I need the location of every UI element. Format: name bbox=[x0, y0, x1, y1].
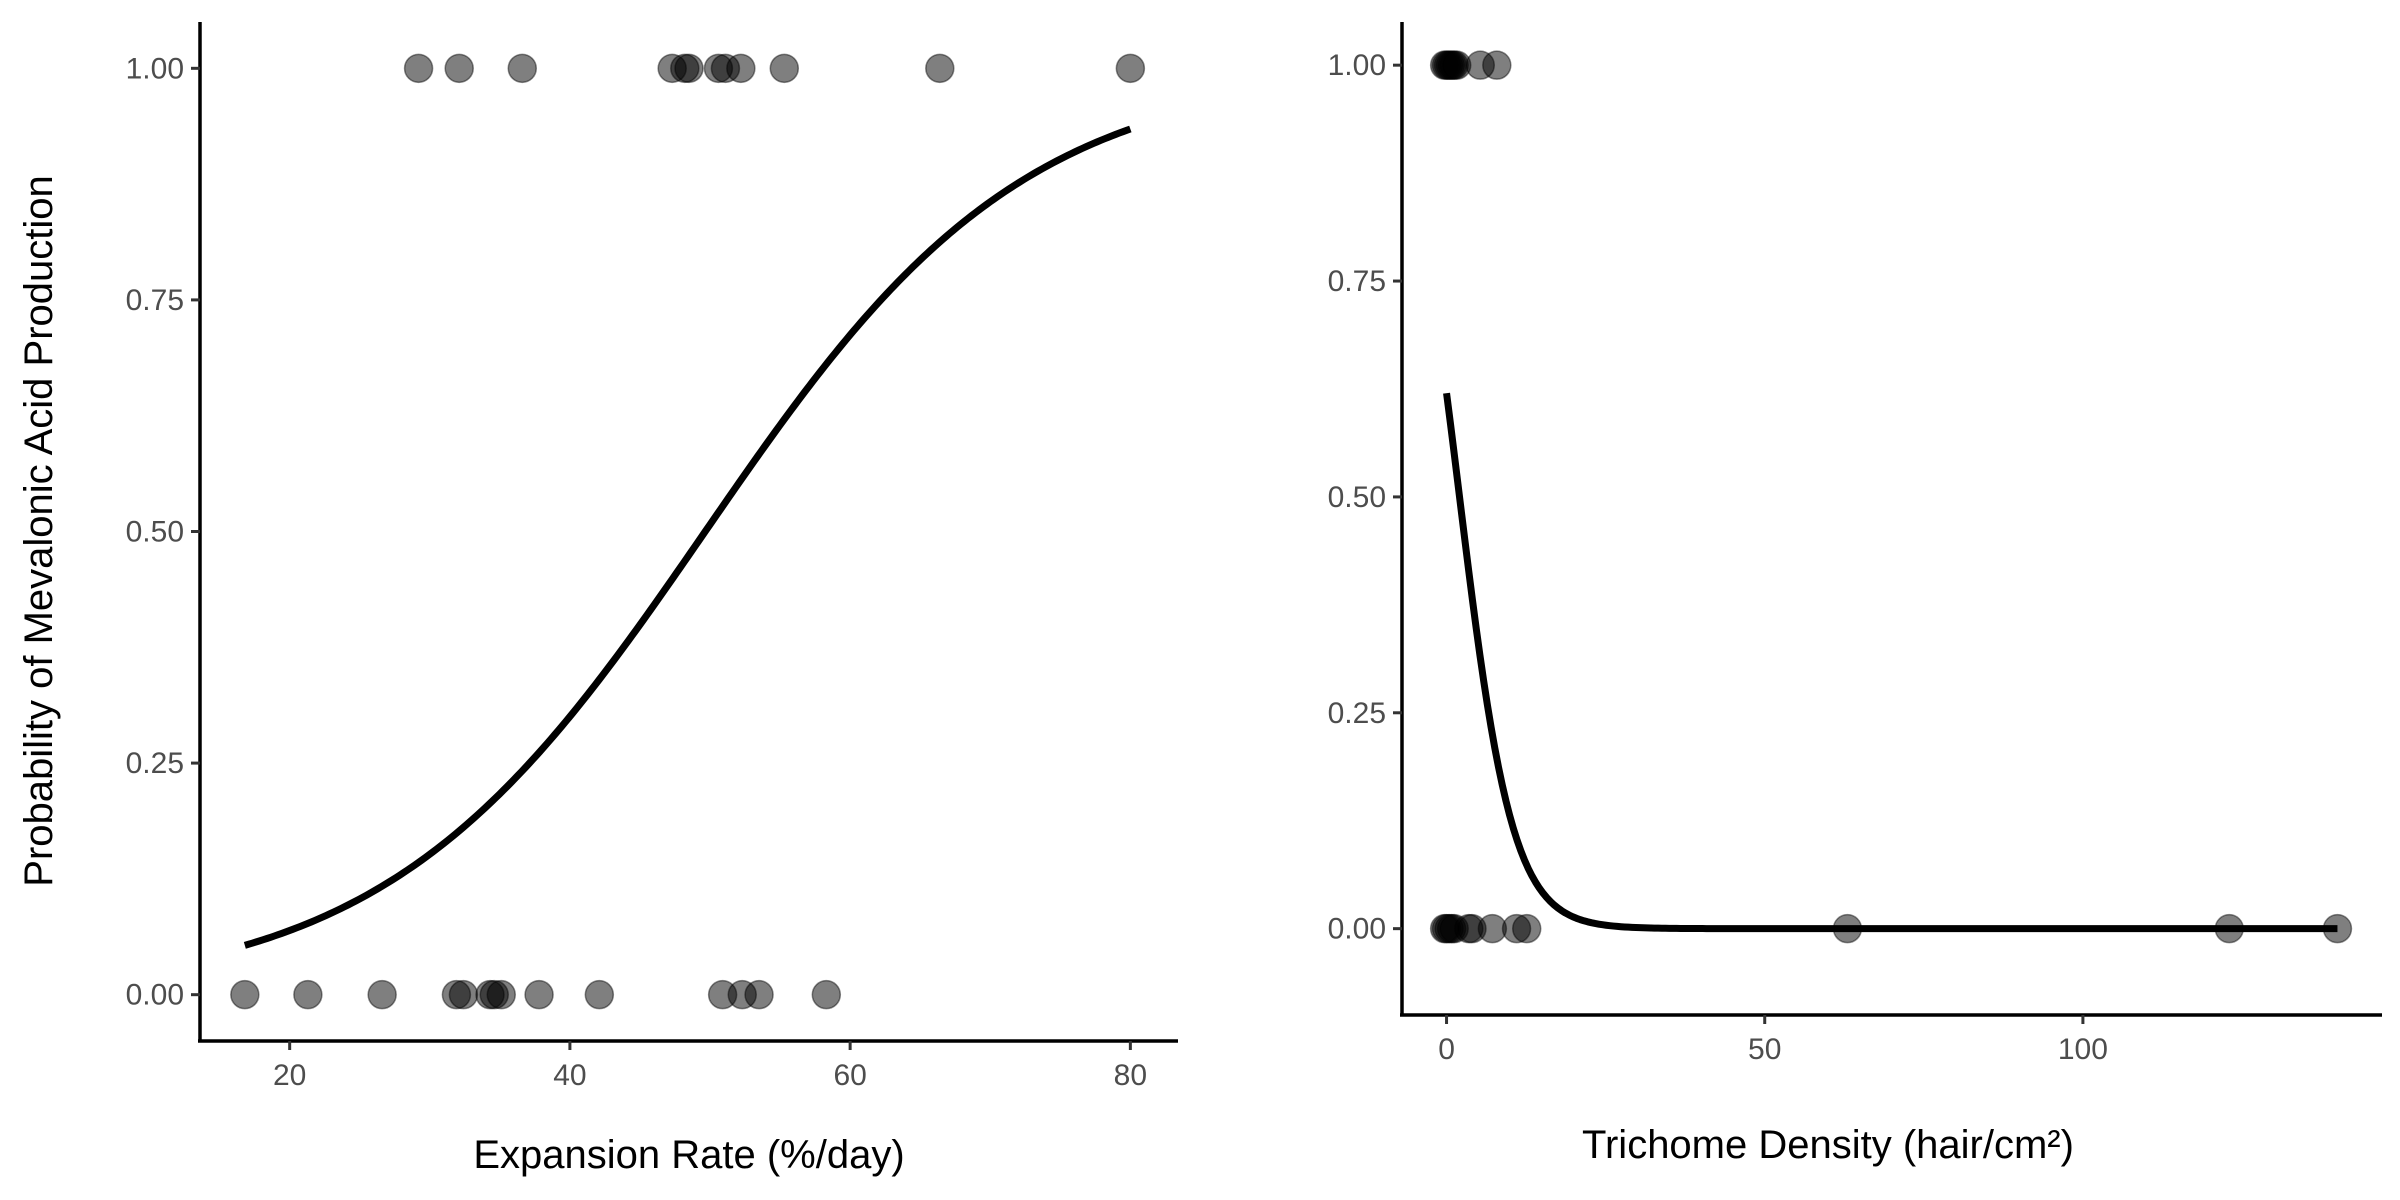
left-y-axis-title: Probability of Mevalonic Acid Production bbox=[17, 175, 61, 886]
left-data-point bbox=[367, 979, 397, 1010]
right-data-point bbox=[1482, 50, 1512, 80]
left-data-point bbox=[769, 53, 800, 84]
right-y-tick-label: 1.00 bbox=[1328, 49, 1386, 82]
left-data-point bbox=[403, 53, 434, 84]
left-data-point bbox=[744, 979, 774, 1010]
panel-right: 0.00 0.25 0.50 0.75 1.00 0 50 100 Trichome Den… bbox=[1328, 22, 2382, 1167]
left-y-tick-label: 0.25 bbox=[126, 747, 184, 780]
left-x-tick-label: 80 bbox=[1114, 1059, 1147, 1092]
left-data-point bbox=[584, 979, 615, 1010]
left-x-tick-label: 40 bbox=[553, 1059, 586, 1092]
left-data-point bbox=[448, 979, 479, 1010]
panel-left: 0.00 0.25 0.50 0.75 1.00 20 40 60 80 Expansion … bbox=[17, 22, 1178, 1177]
left-data-point bbox=[507, 53, 538, 84]
left-data-point bbox=[524, 979, 554, 1010]
left-y-tick-label: 0.00 bbox=[126, 979, 184, 1012]
left-data-point bbox=[230, 979, 260, 1010]
left-data-point bbox=[811, 979, 842, 1010]
left-y-tick-label: 0.50 bbox=[126, 516, 184, 549]
left-data-point bbox=[1115, 53, 1146, 84]
left-data-point bbox=[486, 979, 516, 1010]
left-x-tick-label: 60 bbox=[833, 1059, 866, 1092]
right-x-tick-label: 50 bbox=[1748, 1033, 1781, 1066]
left-y-ticks: 0.00 0.25 0.50 0.75 1.00 bbox=[126, 52, 200, 1012]
right-y-ticks: 0.00 0.25 0.50 0.75 1.00 bbox=[1328, 49, 1402, 946]
right-x-ticks: 0 50 100 bbox=[1438, 1015, 2108, 1066]
left-data-point bbox=[674, 53, 704, 84]
left-data-point bbox=[444, 53, 474, 84]
right-x-tick-label: 100 bbox=[2058, 1033, 2108, 1066]
right-x-axis-title: Trichome Density (hair/cm²) bbox=[1582, 1123, 2074, 1167]
left-fit-curve bbox=[243, 125, 1132, 949]
left-x-ticks: 20 40 60 80 bbox=[273, 1041, 1147, 1092]
left-data-point bbox=[726, 53, 756, 84]
right-y-tick-label: 0.00 bbox=[1328, 913, 1386, 946]
right-y-tick-label: 0.50 bbox=[1328, 481, 1386, 514]
left-x-tick-label: 20 bbox=[273, 1059, 306, 1092]
right-fit-curve bbox=[1443, 392, 2338, 933]
right-data-point bbox=[1511, 913, 1542, 944]
left-data-point bbox=[293, 979, 323, 1010]
left-x-axis-title: Expansion Rate (%/day) bbox=[473, 1133, 904, 1177]
right-y-tick-label: 0.25 bbox=[1328, 697, 1386, 730]
left-points bbox=[230, 53, 1146, 1010]
right-y-tick-label: 0.75 bbox=[1328, 265, 1386, 298]
left-y-tick-label: 0.75 bbox=[126, 284, 184, 317]
right-x-tick-label: 0 bbox=[1438, 1033, 1455, 1066]
right-points bbox=[1429, 50, 2353, 944]
left-y-tick-label: 1.00 bbox=[126, 52, 184, 85]
left-data-point bbox=[925, 53, 955, 84]
